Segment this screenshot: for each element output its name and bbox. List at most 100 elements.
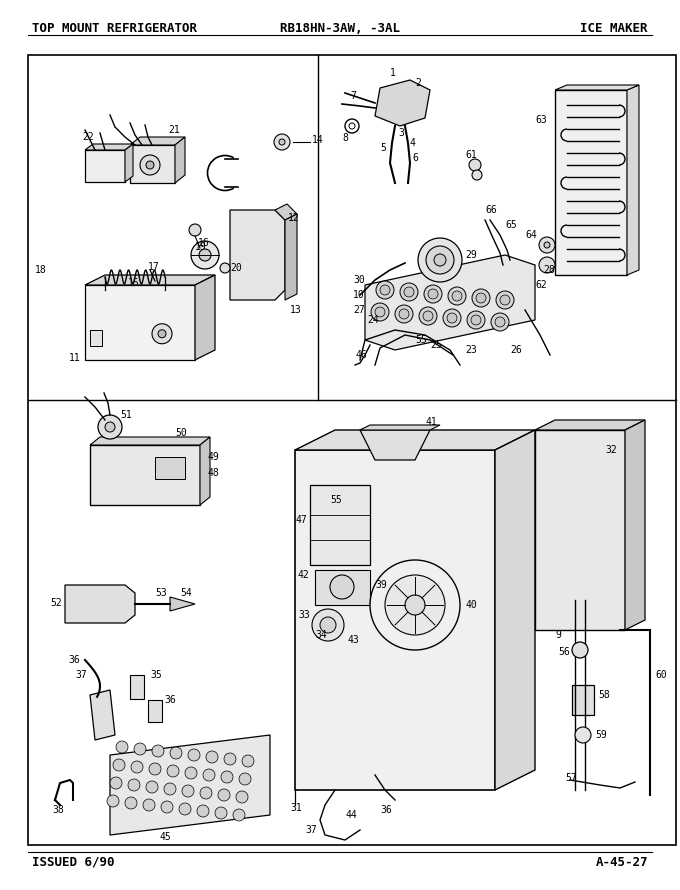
Text: 5: 5 <box>380 143 386 153</box>
Circle shape <box>143 799 155 811</box>
Circle shape <box>146 161 154 169</box>
Circle shape <box>434 254 446 266</box>
Circle shape <box>197 805 209 817</box>
Bar <box>85 150 125 182</box>
Text: 37: 37 <box>75 670 87 680</box>
Text: 1: 1 <box>390 68 396 78</box>
Polygon shape <box>85 144 133 150</box>
Text: 22: 22 <box>82 132 94 142</box>
Circle shape <box>426 246 454 274</box>
Circle shape <box>236 791 248 803</box>
Text: 34: 34 <box>315 630 327 640</box>
Circle shape <box>376 281 394 299</box>
Circle shape <box>320 617 336 633</box>
Text: 33: 33 <box>298 610 310 620</box>
Text: 24: 24 <box>367 315 379 325</box>
Circle shape <box>539 257 555 273</box>
Polygon shape <box>365 255 535 350</box>
Text: 47: 47 <box>295 515 307 525</box>
Text: 55: 55 <box>330 495 342 505</box>
Text: 32: 32 <box>605 445 617 455</box>
Circle shape <box>447 313 457 323</box>
Text: ICE MAKER: ICE MAKER <box>581 21 648 35</box>
Circle shape <box>443 309 461 327</box>
Bar <box>572 685 594 715</box>
Text: 7: 7 <box>350 91 356 101</box>
Circle shape <box>105 422 115 432</box>
Circle shape <box>476 293 486 303</box>
Text: 18: 18 <box>35 265 47 275</box>
Circle shape <box>233 809 245 821</box>
Bar <box>90 445 200 505</box>
Circle shape <box>471 315 481 325</box>
Text: 45: 45 <box>160 832 172 842</box>
Circle shape <box>221 771 233 783</box>
Circle shape <box>539 237 555 253</box>
Text: TOP MOUNT REFRIGERATOR: TOP MOUNT REFRIGERATOR <box>32 21 197 35</box>
Text: 55: 55 <box>415 335 427 345</box>
Circle shape <box>158 330 166 337</box>
Circle shape <box>218 789 230 801</box>
Text: 39: 39 <box>375 580 387 590</box>
Circle shape <box>472 170 482 180</box>
Circle shape <box>400 283 418 301</box>
Polygon shape <box>85 285 195 360</box>
Circle shape <box>170 747 182 759</box>
Circle shape <box>199 249 211 261</box>
Circle shape <box>423 311 433 321</box>
Text: 53: 53 <box>155 588 167 598</box>
Polygon shape <box>110 735 270 835</box>
Text: 46: 46 <box>355 350 367 360</box>
Circle shape <box>224 753 236 765</box>
Bar <box>148 700 162 722</box>
Circle shape <box>128 779 140 791</box>
Polygon shape <box>90 437 210 445</box>
Polygon shape <box>275 204 297 220</box>
Text: 66: 66 <box>485 205 497 215</box>
Text: 49: 49 <box>208 452 220 462</box>
Circle shape <box>418 238 462 282</box>
Text: 29: 29 <box>465 250 477 260</box>
Circle shape <box>203 769 215 781</box>
Text: 17: 17 <box>148 262 160 272</box>
Polygon shape <box>285 214 297 300</box>
Circle shape <box>146 781 158 793</box>
Polygon shape <box>535 430 625 630</box>
Circle shape <box>491 313 509 331</box>
Text: 58: 58 <box>598 690 610 700</box>
Polygon shape <box>90 690 115 740</box>
Circle shape <box>206 751 218 763</box>
Circle shape <box>544 242 550 248</box>
Polygon shape <box>360 430 430 460</box>
Polygon shape <box>170 597 195 611</box>
Text: 9: 9 <box>555 630 561 640</box>
Text: 23: 23 <box>465 345 477 355</box>
Circle shape <box>152 324 172 344</box>
Circle shape <box>472 289 490 307</box>
Circle shape <box>134 743 146 755</box>
Text: RB18HN-3AW, -3AL: RB18HN-3AW, -3AL <box>280 21 400 35</box>
Circle shape <box>161 801 173 813</box>
Circle shape <box>371 303 389 321</box>
Circle shape <box>152 745 164 757</box>
Text: 64: 64 <box>525 230 537 240</box>
Circle shape <box>110 777 122 789</box>
Text: 30: 30 <box>353 275 364 285</box>
Text: 44: 44 <box>345 810 357 820</box>
Polygon shape <box>230 210 285 300</box>
Bar <box>310 485 370 565</box>
Text: 62: 62 <box>535 280 547 290</box>
Text: 61: 61 <box>465 150 477 160</box>
Bar <box>315 570 370 605</box>
Bar <box>28 55 676 845</box>
Text: 2: 2 <box>415 78 421 88</box>
Text: 19: 19 <box>195 242 207 252</box>
Polygon shape <box>535 420 645 430</box>
Circle shape <box>189 224 201 236</box>
Polygon shape <box>495 430 535 790</box>
Text: 38: 38 <box>52 805 64 815</box>
Circle shape <box>107 795 119 807</box>
Bar <box>130 145 175 183</box>
Circle shape <box>428 289 438 299</box>
Circle shape <box>279 139 285 145</box>
